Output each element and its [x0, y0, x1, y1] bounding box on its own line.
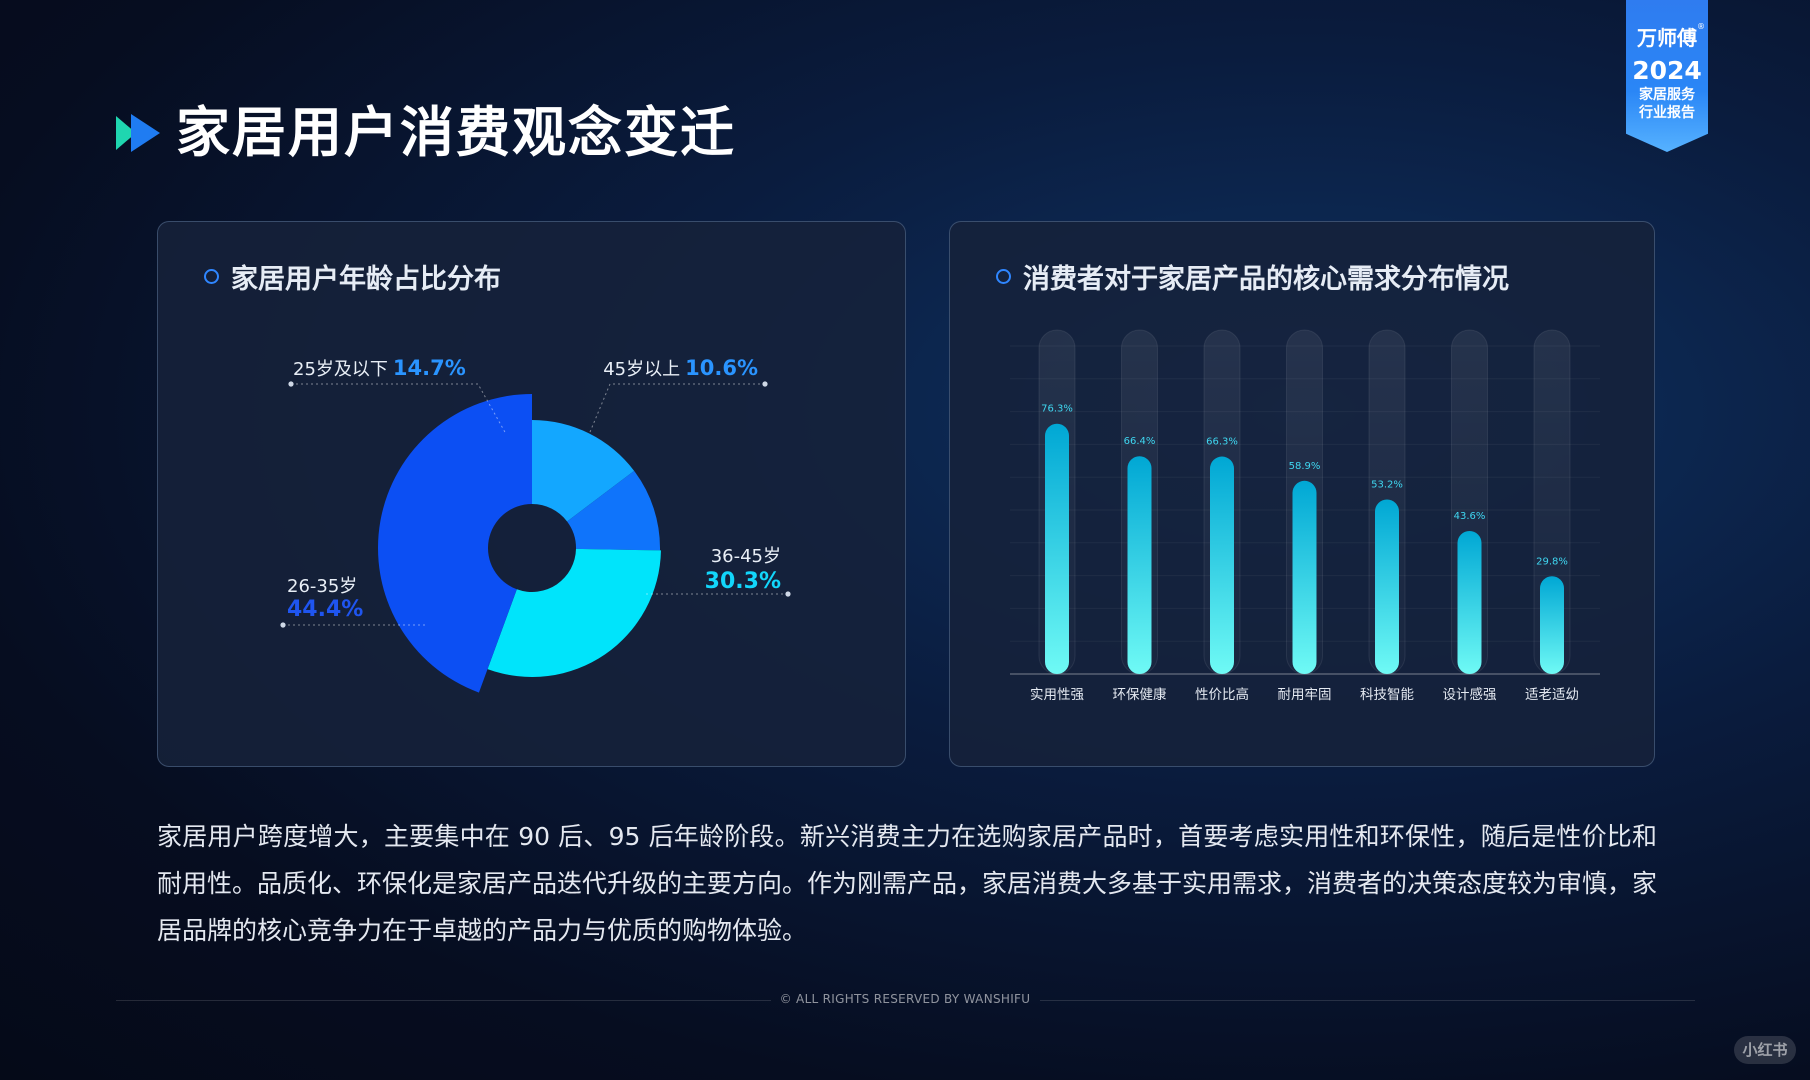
age-distribution-panel: 家居用户年龄占比分布 25岁及以下 14.7% 45岁以上 10.6% 36-45岁 30…: [157, 221, 906, 767]
footer-divider-left: [116, 1000, 771, 1001]
bar: [1127, 456, 1152, 674]
brand-logo-text: 万师傅: [1637, 26, 1697, 50]
leader-dot: [762, 381, 768, 387]
label-25-below-name: 25岁及以下: [293, 359, 388, 380]
leader-dot: [288, 381, 294, 387]
x-tick-label: 实用性强: [1030, 687, 1084, 703]
bar: [1457, 530, 1482, 674]
bar: [1292, 480, 1317, 674]
x-tick-label: 环保健康: [1113, 686, 1167, 703]
report-name-line1: 家居服务: [1639, 87, 1695, 103]
label-36-45-name: 36-45岁: [711, 546, 781, 567]
leader-dot: [785, 591, 791, 597]
label-26-35-name: 26-35岁: [287, 576, 357, 597]
pie-slice: [487, 548, 661, 677]
bar-value-label: 29.8%: [1536, 556, 1568, 567]
report-name-line2: 行业报告: [1639, 105, 1695, 121]
label-36-45-value: 30.3%: [705, 569, 781, 594]
leader-line: [291, 383, 507, 435]
panel-title-age: 家居用户年龄占比分布: [204, 260, 501, 300]
xiaohongshu-watermark: 小红书: [1734, 1036, 1796, 1064]
pie-slice: [567, 470, 660, 551]
footer-copyright: © ALL RIGHTS RESERVED BY WANSHIFU: [779, 992, 1031, 1006]
needs-bar-chart: 76.3% 实用性强 66.4% 环保健康 66.3% 性价比高 58.9% 耐用牢固 53.2…: [1010, 329, 1600, 703]
bar-value-label: 76.3%: [1041, 404, 1073, 415]
x-tick-label: 耐用牢固: [1278, 687, 1332, 703]
bar: [1045, 423, 1069, 674]
needs-distribution-panel: 消费者对于家居产品的核心需求分布情况 76.3% 实用性强 66.4% 环保健康 66.…: [949, 221, 1655, 767]
x-tick-label: 科技智能: [1360, 687, 1414, 703]
panel-title-needs-text: 消费者对于家居产品的核心需求分布情况: [1023, 264, 1509, 295]
bar: [1540, 576, 1564, 674]
summary-paragraph: 家居用户跨度增大，主要集中在 90 后、95 后年龄阶段。新兴消费主力在选购家居…: [157, 822, 1658, 945]
label-25-below: 25岁及以下 14.7%: [293, 356, 466, 380]
label-45-above: 45岁以上 10.6%: [603, 356, 758, 380]
circle-bullet-icon: [996, 269, 1011, 284]
bar-value-label: 66.4%: [1124, 436, 1156, 447]
x-tick-label: 性价比高: [1195, 686, 1249, 703]
bar-value-label: 53.2%: [1371, 480, 1403, 491]
bar-value-label: 43.6%: [1454, 511, 1486, 522]
label-45-above-value: 10.6%: [685, 356, 758, 380]
report-badge: 万师傅 ® 2024 家居服务 行业报告: [1626, 0, 1708, 152]
label-45-above-name: 45岁以上: [603, 359, 680, 380]
pie-slice: [378, 394, 532, 693]
bar: [1210, 456, 1234, 674]
panel-title-age-text: 家居用户年龄占比分布: [231, 264, 501, 295]
leader-dot: [280, 622, 286, 628]
panel-title-needs: 消费者对于家居产品的核心需求分布情况: [996, 260, 1509, 300]
x-tick-label: 适老适幼: [1525, 687, 1579, 703]
leader-line: [589, 383, 765, 433]
label-26-35-value: 44.4%: [287, 597, 363, 622]
label-25-below-value: 14.7%: [393, 356, 466, 380]
bar-value-label: 58.9%: [1289, 461, 1321, 472]
pie-slice: [532, 420, 635, 522]
report-year: 2024: [1632, 56, 1702, 85]
registered-mark: ®: [1697, 22, 1705, 31]
title-arrow-icon: [116, 114, 160, 152]
bar-value-label: 66.3%: [1206, 437, 1238, 448]
bar: [1375, 499, 1399, 674]
footer-divider-right: [1040, 1000, 1695, 1001]
x-tick-label: 设计感强: [1443, 686, 1497, 703]
circle-bullet-icon: [204, 269, 219, 284]
page-title: 家居用户消费观念变迁: [176, 101, 736, 164]
